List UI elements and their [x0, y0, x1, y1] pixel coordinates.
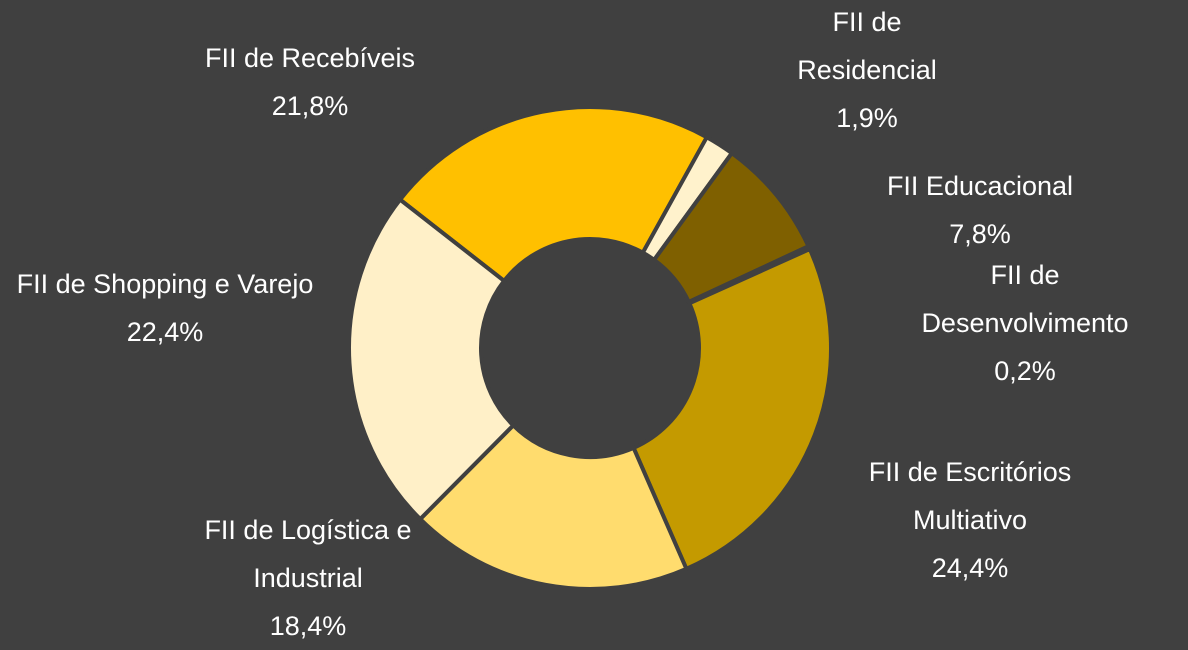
slice-label: FII de Shopping e Varejo 22,4% — [15, 260, 315, 356]
slice-label: FII de Recebíveis 21,8% — [150, 34, 470, 130]
value-label: 24,4% — [931, 553, 1009, 583]
donut-slice — [417, 422, 690, 591]
slice-label: FII de Residencial 1,9% — [767, 0, 967, 142]
category-label: FII de Recebíveis — [204, 43, 416, 73]
category-label: FII de Shopping e Varejo — [16, 269, 314, 299]
value-label: 18,4% — [269, 611, 347, 641]
value-label: 7,8% — [949, 219, 1011, 249]
value-label: 22,4% — [126, 317, 204, 347]
donut-slice — [347, 196, 517, 522]
category-label: FII de Escritórios Multiativo — [868, 457, 1072, 535]
category-label: FII de Desenvolvimento — [921, 260, 1129, 338]
category-label: FII Educacional — [886, 171, 1074, 201]
slice-label: FII de Logística e Industrial 18,4% — [158, 506, 458, 650]
category-label: FII de Logística e Industrial — [204, 515, 412, 593]
donut-slice — [630, 246, 833, 572]
slice-label: FII de Desenvolvimento 0,2% — [885, 251, 1165, 395]
donut-slice — [397, 105, 710, 284]
value-label: 21,8% — [271, 91, 349, 121]
slice-label: FII Educacional 7,8% — [840, 162, 1120, 258]
slice-label: FII de Escritórios Multiativo 24,4% — [820, 448, 1120, 592]
value-label: 0,2% — [994, 356, 1056, 386]
category-label: FII de Residencial — [797, 7, 937, 85]
value-label: 1,9% — [836, 103, 898, 133]
